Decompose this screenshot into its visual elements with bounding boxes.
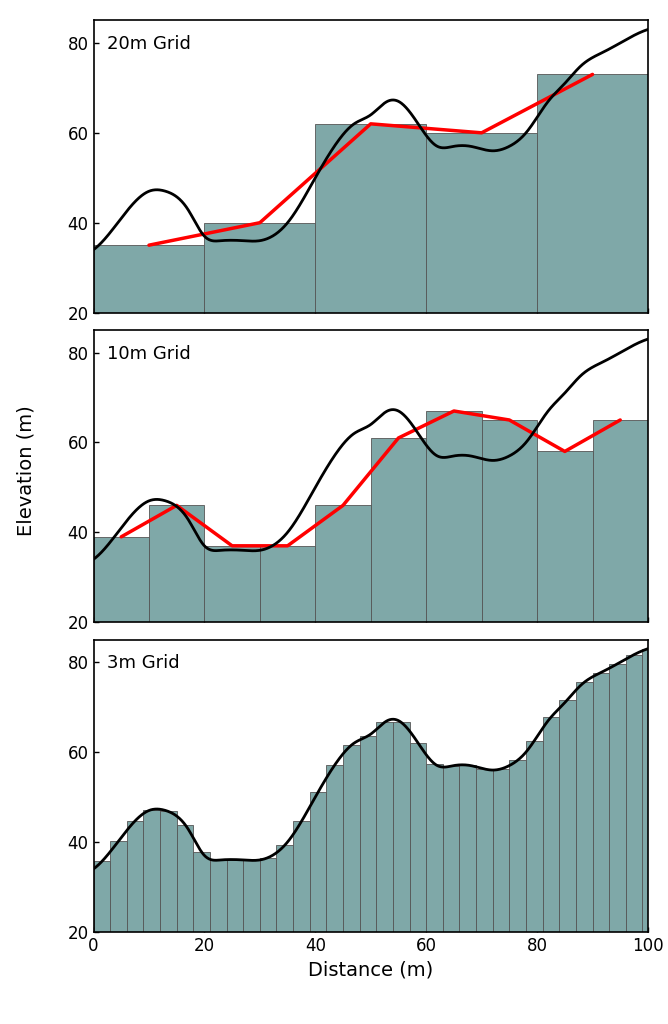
Bar — [315, 124, 426, 312]
Bar — [393, 722, 409, 932]
Bar — [643, 649, 659, 932]
Bar — [343, 745, 359, 932]
Bar — [426, 133, 537, 312]
Bar — [476, 769, 493, 932]
Text: 20m Grid: 20m Grid — [108, 35, 191, 53]
Bar — [542, 717, 559, 932]
Bar — [243, 860, 260, 932]
Bar — [460, 765, 476, 932]
Text: Elevation (m): Elevation (m) — [17, 406, 35, 537]
Bar — [260, 546, 315, 623]
Bar — [359, 736, 376, 932]
Bar — [293, 821, 310, 932]
Bar — [409, 742, 426, 932]
Bar — [277, 845, 293, 932]
Bar — [426, 764, 443, 932]
Bar — [310, 793, 327, 932]
Bar — [160, 811, 177, 932]
Bar — [626, 654, 643, 932]
Bar — [371, 438, 426, 623]
Bar — [204, 546, 260, 623]
Bar — [94, 861, 110, 932]
Bar — [593, 673, 609, 932]
Bar — [426, 411, 482, 623]
Bar — [510, 760, 526, 932]
Bar — [110, 841, 127, 932]
Bar — [204, 222, 315, 312]
Bar — [609, 664, 626, 932]
Bar — [526, 740, 542, 932]
Bar — [94, 245, 204, 312]
Bar — [493, 769, 510, 932]
Bar — [593, 420, 648, 623]
Bar — [226, 859, 243, 932]
Bar — [149, 506, 204, 623]
Bar — [260, 857, 277, 932]
Bar — [537, 75, 648, 312]
Bar — [559, 699, 576, 932]
Bar — [94, 537, 149, 623]
Bar — [482, 420, 537, 623]
Bar — [210, 860, 226, 932]
Bar — [327, 765, 343, 932]
Bar — [576, 682, 593, 932]
X-axis label: Distance (m): Distance (m) — [308, 961, 434, 979]
Bar — [443, 766, 460, 932]
Bar — [127, 821, 144, 932]
Bar — [177, 824, 193, 932]
Bar — [193, 852, 210, 932]
Bar — [144, 810, 160, 932]
Text: 3m Grid: 3m Grid — [108, 654, 180, 673]
Bar — [376, 722, 393, 932]
Text: 10m Grid: 10m Grid — [108, 345, 191, 362]
Bar — [537, 452, 593, 623]
Bar — [315, 506, 371, 623]
